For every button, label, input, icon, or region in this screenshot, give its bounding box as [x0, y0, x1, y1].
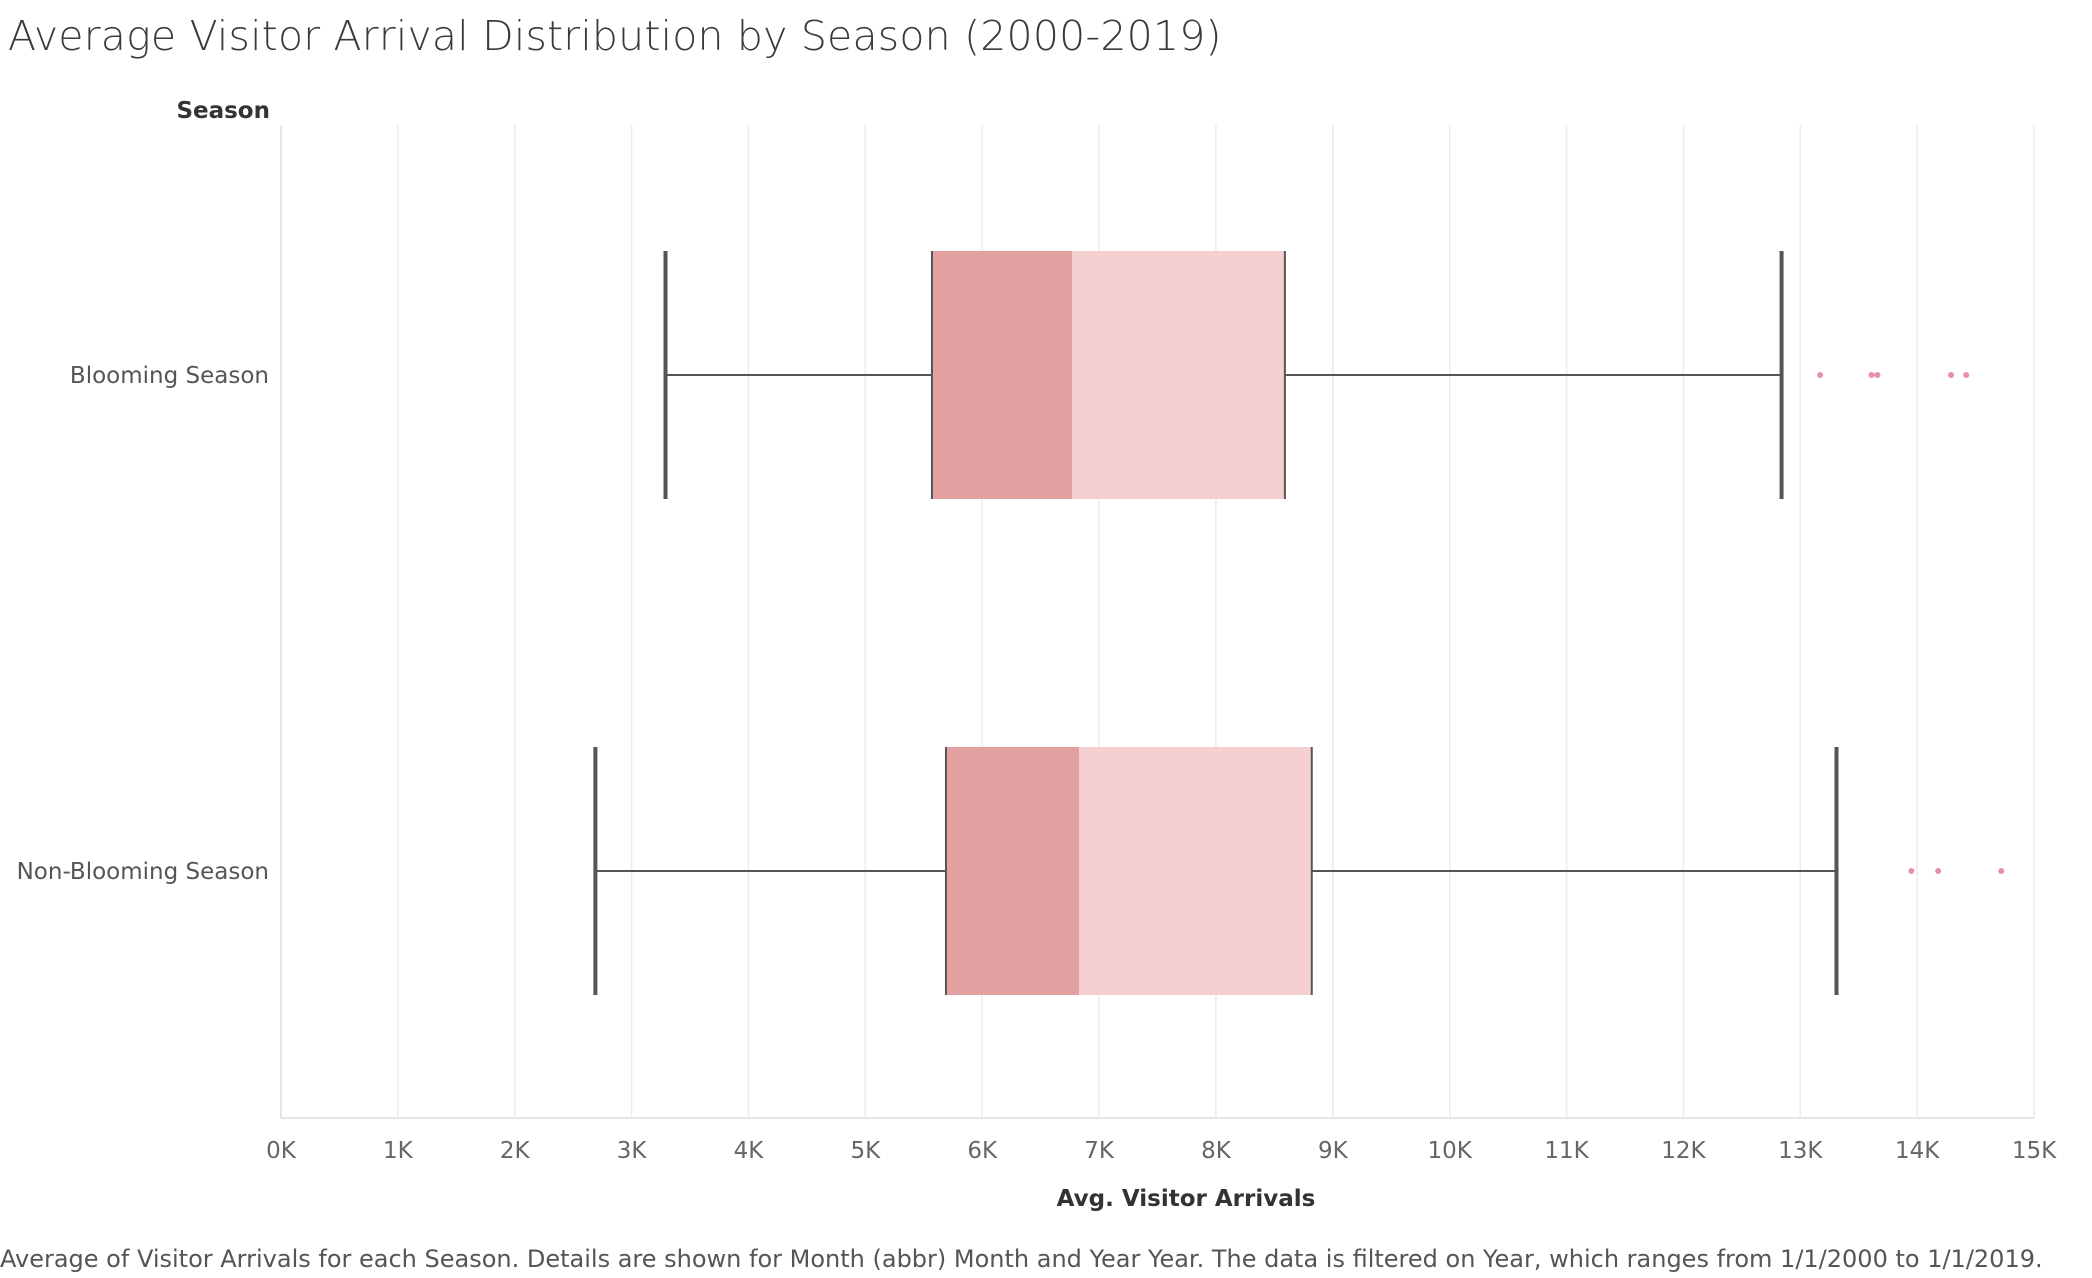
box-plot-chart: 0K 1K 2K 3K 4K 5K 6K 7K 8K 9K 10K 11K 12K 13K 14K 15K B… [17, 98, 2057, 1212]
x-axis: 0K 1K 2K 3K 4K 5K 6K 7K 8K 9K 10K 11K 12K 13K 14K 15K [266, 125, 2057, 1164]
outlier-point[interactable] [1908, 868, 1915, 874]
outlier-point[interactable] [1868, 372, 1875, 378]
x-tick-label: 8K [1201, 1138, 1232, 1164]
y-axis-title: Season [176, 98, 270, 124]
x-tick-label: 15K [2012, 1138, 2057, 1164]
x-tick-label: 1K [383, 1138, 414, 1164]
chart-caption: Average of Visitor Arrivals for each Sea… [0, 1245, 2043, 1273]
outlier-point[interactable] [1874, 372, 1881, 378]
outlier-point[interactable] [1998, 868, 2005, 874]
x-tick-label: 2K [500, 1138, 531, 1164]
outlier-point[interactable] [1963, 372, 1970, 378]
x-tick-label: 14K [1895, 1138, 1940, 1164]
chart-title: Average Visitor Arrival Distribution by … [8, 12, 1222, 60]
x-tick-label: 13K [1778, 1138, 1823, 1164]
x-axis-title: Avg. Visitor Arrivals [1057, 1186, 1316, 1212]
upper-box[interactable] [1072, 251, 1285, 499]
lower-box[interactable] [931, 251, 1073, 499]
box-1 [663, 251, 1970, 499]
category-label: Blooming Season [70, 363, 269, 389]
x-tick-label: 3K [617, 1138, 648, 1164]
x-tick-label: 5K [850, 1138, 881, 1164]
x-tick-label: 0K [266, 1138, 297, 1164]
x-tick-label: 12K [1661, 1138, 1706, 1164]
x-tick-label: 7K [1084, 1138, 1115, 1164]
category-labels: Blooming Season Non-Blooming Season [17, 363, 269, 885]
x-tick-label: 10K [1427, 1138, 1472, 1164]
x-tick-label: 6K [967, 1138, 998, 1164]
upper-box[interactable] [1079, 747, 1312, 995]
box-2 [593, 747, 2005, 995]
x-tick-label: 9K [1318, 1138, 1349, 1164]
boxes-layer [593, 251, 2005, 995]
category-label: Non-Blooming Season [17, 859, 269, 885]
x-tick-label: 4K [734, 1138, 765, 1164]
outlier-point[interactable] [1935, 868, 1942, 874]
x-tick-label: 11K [1544, 1138, 1589, 1164]
outlier-point[interactable] [1948, 372, 1955, 378]
outlier-point[interactable] [1817, 372, 1824, 378]
lower-box[interactable] [945, 747, 1080, 995]
